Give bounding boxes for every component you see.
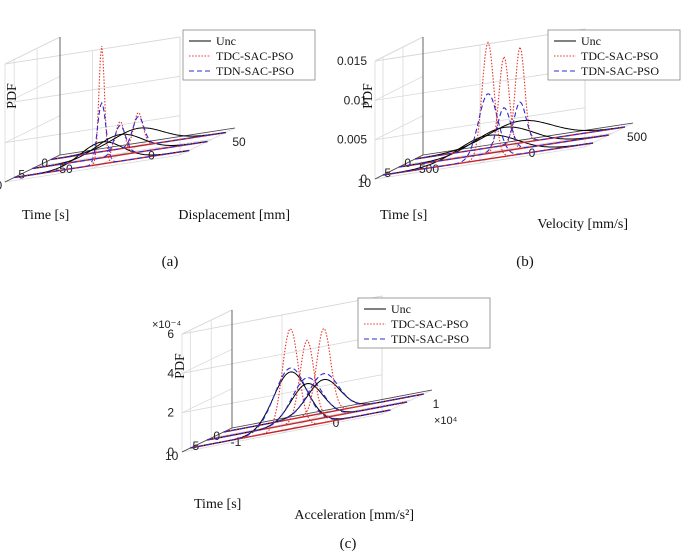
y-tick-label: 0 [404, 156, 411, 170]
z-tick-label: 4 [167, 366, 174, 380]
y-tick-label: 10 [0, 179, 2, 193]
x-tick-label: -1 [231, 435, 242, 449]
y-axis-label: Time [s] [380, 208, 427, 223]
legend-label: TDC-SAC-PSO [391, 317, 469, 331]
grid-line [181, 295, 383, 414]
z-exponent-label: ×10⁻⁴ [152, 319, 181, 331]
x-tick-label: 0 [333, 416, 340, 430]
grid-line [181, 388, 233, 414]
z-tick-label: 0.01 [344, 93, 368, 107]
y-tick-label: 5 [192, 439, 199, 453]
series-line-tdn-sac-pso [50, 115, 226, 161]
series-line-tdn-sac-pso [382, 93, 594, 176]
series-line-unc [414, 119, 626, 160]
series-line-unc [32, 133, 208, 169]
legend-box [357, 297, 491, 349]
x-tick-label: -50 [55, 162, 73, 176]
x-exponent-label: ×10⁴ [434, 415, 458, 427]
grid-line [4, 36, 181, 155]
grid-line [181, 348, 233, 374]
series-line-unc [206, 382, 408, 441]
legend-box [182, 29, 316, 81]
legend-label: TDN-SAC-PSO [216, 64, 294, 78]
z-tick-label: 0.005 [337, 133, 367, 147]
y-tick-label: 10 [358, 176, 372, 190]
series-line-tdn-sac-pso [32, 124, 208, 170]
grid-line [181, 309, 233, 335]
y-tick-label: 0 [213, 429, 220, 443]
series-line-tdn-sac-pso [398, 107, 610, 168]
y-axis-label: Time [s] [194, 497, 241, 512]
legend-label: TDC-SAC-PSO [581, 49, 659, 63]
grid-line [374, 28, 586, 147]
legend-label: Unc [216, 34, 236, 48]
legend-box [547, 29, 681, 81]
series-line-tdn-sac-pso [223, 373, 424, 433]
legend-label: Unc [581, 34, 601, 48]
y-tick-label: 10 [165, 449, 179, 463]
panel-label-c: (c) [340, 536, 357, 552]
x-tick-label: 1 [433, 397, 440, 411]
y-tick-label: 0 [41, 156, 48, 170]
legend-label: TDN-SAC-PSO [581, 64, 659, 78]
series-line-unc [382, 134, 594, 176]
series-line-tdn-sac-pso [206, 377, 408, 441]
x-tick-label: 0 [529, 146, 536, 160]
grid-line [281, 315, 333, 434]
series-line-unc [398, 126, 610, 168]
z-tick-label: 2 [167, 406, 174, 420]
z-tick-label: 0 [167, 445, 174, 459]
series-line-tdc-sac-pso [14, 45, 190, 179]
x-axis [231, 389, 433, 429]
x-axis-label: Displacement [mm] [178, 208, 290, 223]
x-axis-label: Acceleration [mm/s²] [294, 508, 414, 523]
series-line-unc [50, 127, 226, 160]
z-tick-label: 6 [167, 327, 174, 341]
y-tick-label: 5 [18, 167, 25, 181]
grid-line [181, 334, 233, 453]
x-tick-label: -500 [415, 162, 439, 176]
z-tick-label: 0 [360, 172, 367, 186]
grid-line [374, 36, 424, 62]
panel-label-a: (a) [162, 254, 179, 270]
legend-label: TDN-SAC-PSO [391, 332, 469, 346]
z-axis-label: PDF [5, 83, 20, 109]
series-line-tdn-sac-pso [14, 101, 190, 179]
x-tick-label: 50 [232, 135, 246, 149]
grid-line [479, 45, 529, 164]
legend-label: TDC-SAC-PSO [216, 49, 294, 63]
x-axis [59, 127, 236, 156]
series-line-tdn-sac-pso [190, 367, 391, 449]
x-tick-label: 500 [627, 130, 647, 144]
legend-label: Unc [391, 302, 411, 316]
series-line-tdn-sac-pso [414, 101, 626, 160]
x-axis-label: Velocity [mm/s] [537, 217, 628, 232]
z-tick-label: 0.015 [337, 54, 367, 68]
grid-line [4, 36, 61, 65]
z-axis-label: PDF [173, 353, 188, 379]
z-axis-label: PDF [361, 83, 376, 109]
y-axis-label: Time [s] [22, 208, 69, 223]
y-tick-label: 5 [384, 166, 391, 180]
panel-label-b: (b) [516, 254, 534, 270]
